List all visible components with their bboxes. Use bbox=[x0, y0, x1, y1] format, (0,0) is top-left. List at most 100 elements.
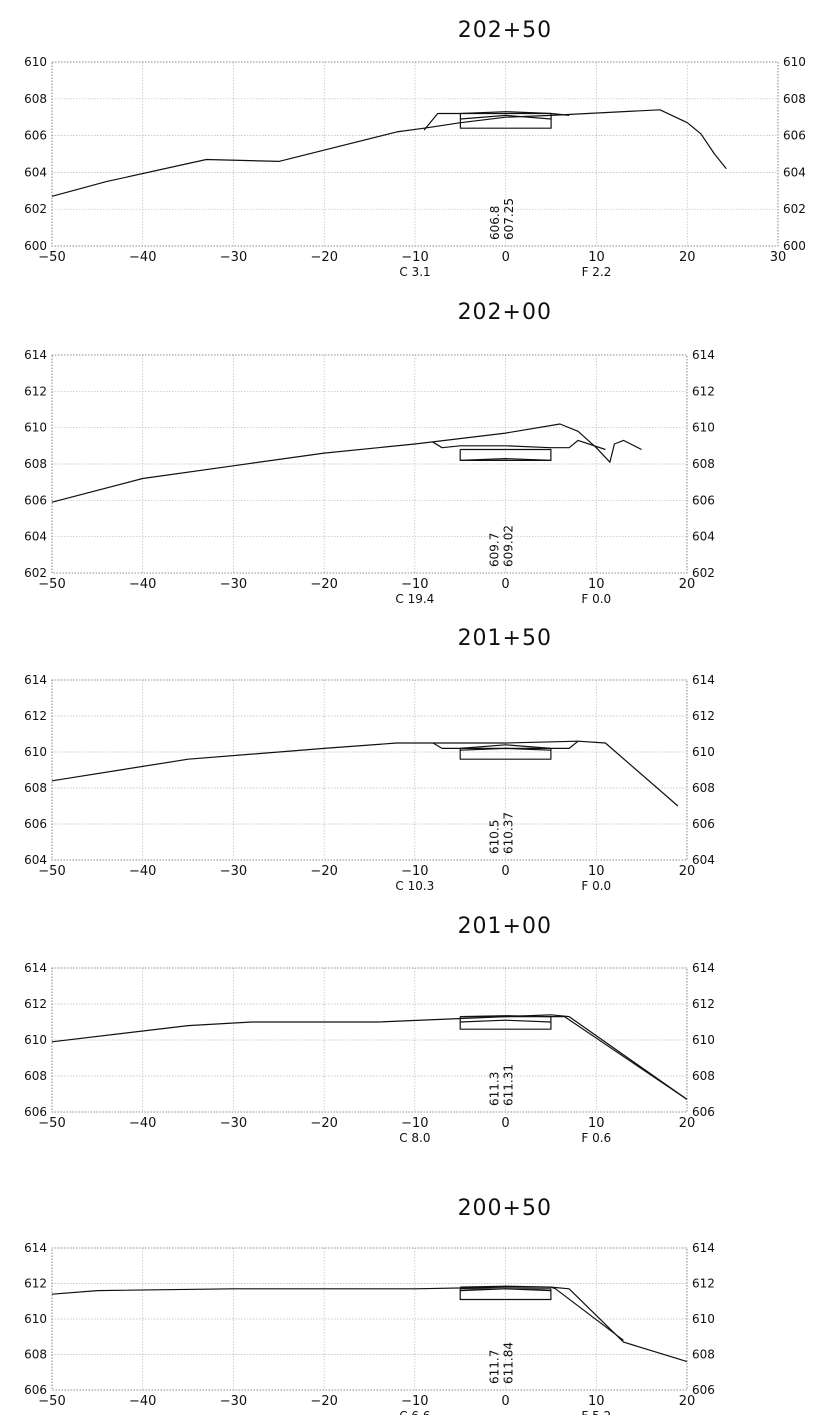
series-line-design bbox=[432, 740, 579, 750]
y-tick-label-right: 606 bbox=[692, 493, 715, 507]
x-tick-label: −10 bbox=[401, 864, 428, 879]
x-tick-label: −10 bbox=[401, 577, 428, 592]
y-tick-label-left: 608 bbox=[24, 1348, 47, 1362]
elevation-label: 609.7 bbox=[488, 533, 502, 567]
x-tick-label: −30 bbox=[220, 250, 247, 265]
y-tick-label-right: 608 bbox=[692, 781, 715, 795]
y-tick-label-right: 608 bbox=[692, 457, 715, 471]
x-tick-label: −10 bbox=[401, 1116, 428, 1131]
series-line-design bbox=[432, 439, 606, 451]
y-tick-label-left: 610 bbox=[24, 1312, 47, 1326]
y-tick-label-left: 608 bbox=[24, 457, 47, 471]
y-tick-label-left: 604 bbox=[24, 165, 47, 179]
series-line-ground bbox=[51, 1286, 688, 1363]
y-tick-label-right: 600 bbox=[783, 239, 806, 253]
cut-label: C 8.0 bbox=[399, 1131, 430, 1145]
plot-frame bbox=[51, 1247, 688, 1391]
section-title: 200+50 bbox=[457, 1196, 552, 1221]
series-line-subgrade bbox=[460, 114, 552, 120]
fill-label: F 5.2 bbox=[581, 1409, 611, 1415]
fill-label: F 0.0 bbox=[581, 592, 611, 606]
elevation-label: 609.02 bbox=[502, 525, 516, 567]
x-tick-label: −30 bbox=[220, 577, 247, 592]
y-tick-label-left: 612 bbox=[24, 1277, 47, 1291]
section-title: 201+00 bbox=[457, 914, 552, 939]
x-tick-label: −30 bbox=[220, 1394, 247, 1409]
x-tick-label: 10 bbox=[588, 250, 605, 265]
y-tick-label-left: 614 bbox=[24, 348, 47, 362]
y-tick-label-right: 610 bbox=[783, 55, 806, 69]
plot-frame bbox=[51, 61, 779, 247]
y-tick-label-left: 614 bbox=[24, 961, 47, 975]
elevation-label: 611.3 bbox=[488, 1072, 502, 1106]
y-tick-label-left: 614 bbox=[24, 1241, 47, 1255]
elevation-label: 611.7 bbox=[488, 1350, 502, 1384]
series-line-box bbox=[459, 112, 552, 129]
y-tick-label-left: 610 bbox=[24, 55, 47, 69]
x-tick-label: 20 bbox=[679, 250, 696, 265]
section-title: 202+00 bbox=[457, 300, 552, 325]
plot-frame bbox=[51, 354, 688, 574]
y-tick-label-left: 610 bbox=[24, 745, 47, 759]
x-tick-label: −20 bbox=[310, 577, 337, 592]
y-tick-label-right: 604 bbox=[692, 530, 715, 544]
elevation-label: 611.84 bbox=[502, 1342, 516, 1384]
y-tick-label-left: 606 bbox=[24, 129, 47, 143]
x-tick-label: −40 bbox=[129, 577, 156, 592]
elevation-label: 610.37 bbox=[502, 812, 516, 854]
x-tick-label: 10 bbox=[588, 864, 605, 879]
series-line-box bbox=[459, 747, 552, 760]
y-tick-label-left: 614 bbox=[24, 673, 47, 687]
y-tick-label-right: 608 bbox=[692, 1348, 715, 1362]
x-tick-label: −20 bbox=[310, 1116, 337, 1131]
fill-label: F 0.0 bbox=[581, 879, 611, 893]
y-tick-label-right: 612 bbox=[692, 1277, 715, 1291]
x-tick-label: 0 bbox=[502, 250, 510, 265]
y-tick-label-left: 608 bbox=[24, 1069, 47, 1083]
x-tick-label: 10 bbox=[588, 1394, 605, 1409]
y-tick-label-left: 606 bbox=[24, 817, 47, 831]
series-line-ground bbox=[51, 740, 679, 807]
series-line-subgrade bbox=[460, 1019, 551, 1023]
x-tick-label: 10 bbox=[588, 577, 605, 592]
x-tick-label: 20 bbox=[679, 864, 696, 879]
y-tick-label-left: 610 bbox=[24, 421, 47, 435]
x-tick-label: −40 bbox=[129, 250, 156, 265]
elevation-label: 610.5 bbox=[488, 820, 502, 854]
cut-label: C 10.3 bbox=[395, 879, 434, 893]
plot-frame bbox=[51, 967, 688, 1113]
y-tick-label-left: 610 bbox=[24, 1033, 47, 1047]
plot-frame bbox=[51, 679, 688, 861]
x-tick-label: 0 bbox=[501, 577, 509, 592]
y-tick-label-right: 606 bbox=[692, 1105, 715, 1119]
y-tick-label-right: 606 bbox=[783, 129, 806, 143]
x-tick-label: −40 bbox=[129, 1394, 156, 1409]
x-tick-label: 0 bbox=[501, 864, 509, 879]
x-tick-label: −40 bbox=[129, 1116, 156, 1131]
y-tick-label-right: 610 bbox=[692, 421, 715, 435]
x-tick-label: 20 bbox=[679, 577, 696, 592]
y-tick-label-right: 612 bbox=[692, 709, 715, 723]
y-tick-label-left: 606 bbox=[24, 1383, 47, 1397]
elevation-label: 607.25 bbox=[502, 198, 516, 240]
series-line-box bbox=[459, 1015, 552, 1030]
x-tick-label: −30 bbox=[220, 864, 247, 879]
x-tick-label: −30 bbox=[220, 1116, 247, 1131]
x-tick-label: −10 bbox=[401, 1394, 428, 1409]
x-tick-label: −50 bbox=[38, 1394, 65, 1409]
x-tick-label: 0 bbox=[501, 1394, 509, 1409]
y-tick-label-right: 610 bbox=[692, 1033, 715, 1047]
series-line-ground bbox=[51, 1014, 688, 1100]
y-tick-label-left: 606 bbox=[24, 493, 47, 507]
x-tick-label: −20 bbox=[310, 864, 337, 879]
y-tick-label-left: 608 bbox=[24, 92, 47, 106]
y-tick-label-left: 602 bbox=[24, 566, 47, 580]
elevation-label: 611.31 bbox=[502, 1064, 516, 1106]
y-tick-label-left: 612 bbox=[24, 997, 47, 1011]
elevation-label: 606.8 bbox=[488, 206, 502, 240]
